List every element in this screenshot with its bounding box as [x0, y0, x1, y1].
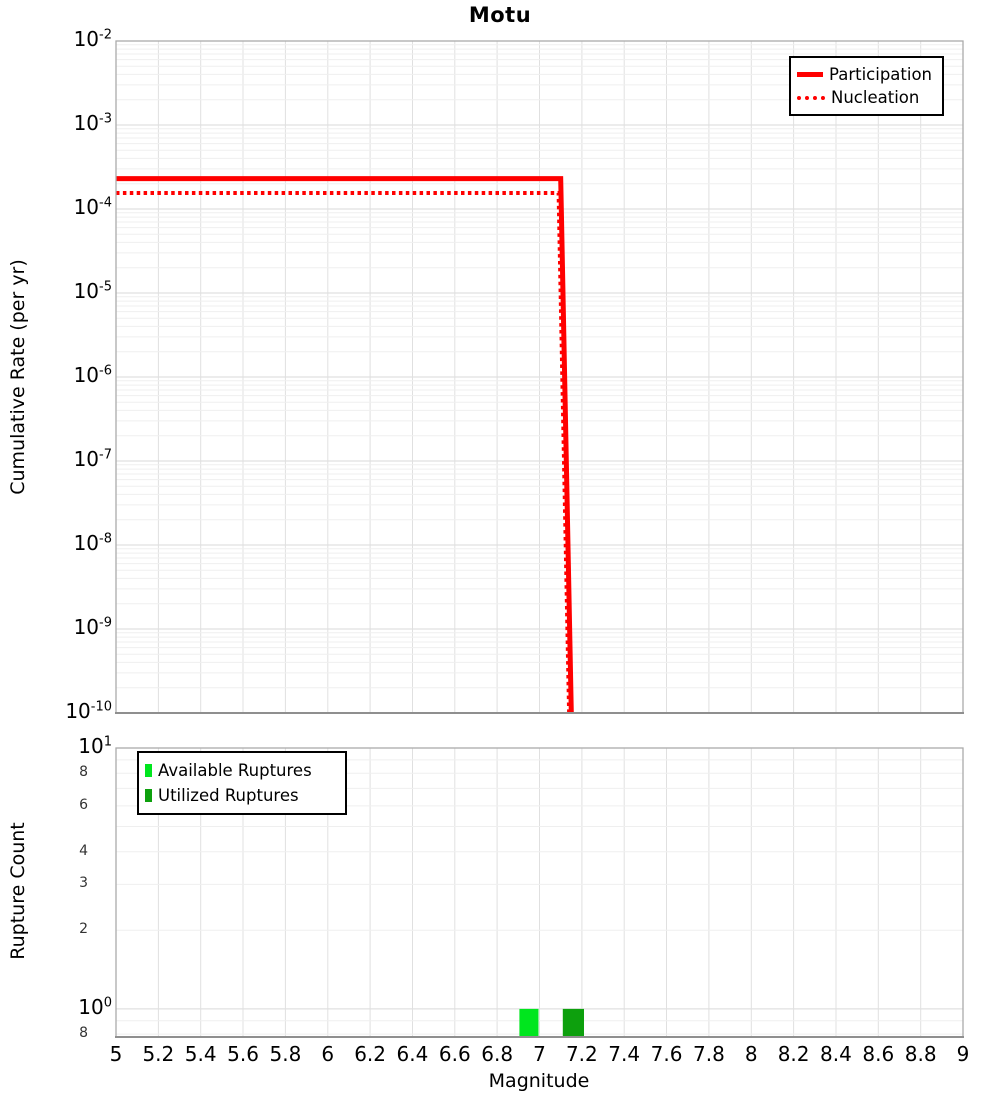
top-major-gridlines: [116, 124, 963, 630]
y-tick-label: 10-5: [73, 279, 112, 303]
available-ruptures-legend-item-marker-icon: [145, 764, 152, 778]
nucleation-legend-item-label: Nucleation: [831, 88, 920, 107]
available-ruptures-legend-item-label: Available Ruptures: [158, 761, 312, 781]
utilized-ruptures-bar: [562, 1008, 584, 1037]
chart-title: Motu: [468, 3, 532, 27]
utilized-ruptures-legend-item-marker-icon: [145, 788, 152, 802]
x-tick-label: 6.6: [438, 1042, 471, 1066]
x-axis-label: Magnitude: [488, 1070, 590, 1092]
y-tick-label: 10-8: [73, 531, 112, 555]
utilized-ruptures-legend-item-label: Utilized Ruptures: [158, 785, 299, 805]
x-tick-label: 7: [533, 1042, 546, 1066]
x-tick-label: 5.4: [184, 1042, 217, 1066]
x-tick-label: 7.4: [608, 1042, 641, 1066]
y-tick-label: 3: [79, 875, 88, 892]
x-tick-label: 5.6: [227, 1042, 259, 1066]
top-y-axis-label: Cumulative Rate (per yr): [7, 259, 29, 495]
participation-legend-item-label: Participation: [829, 65, 933, 84]
participation-line: [116, 176, 574, 714]
x-tick-label: 6: [321, 1042, 335, 1066]
participation-legend-item: Participation: [797, 65, 936, 84]
utilized-ruptures-legend-item: Utilized Ruptures: [145, 786, 339, 805]
participation-legend-item-marker-icon: [797, 72, 823, 77]
x-tick-label: 5: [109, 1042, 123, 1066]
bottom-minor-gridlines: [116, 759, 963, 1035]
y-tick-label: 8: [79, 764, 88, 781]
y-tick-label: 100: [78, 994, 112, 1019]
rate-legend: Participation Nucleation: [789, 56, 944, 116]
nucleation-legend-item-marker-icon: [797, 95, 825, 100]
x-tick-label: 6.8: [481, 1042, 514, 1066]
nucleation-line: [116, 191, 572, 714]
x-tick-label: 8.8: [904, 1042, 937, 1066]
top-minor-gridlines: [116, 44, 963, 689]
x-tick-label: 8: [744, 1042, 758, 1066]
x-tick-label: 9: [956, 1042, 970, 1066]
y-tick-label: 10-6: [73, 363, 112, 387]
x-tick-label: 6.4: [396, 1042, 429, 1066]
y-tick-label: 6: [79, 796, 88, 813]
vertical-gridlines: [157, 41, 922, 1037]
x-tick-label: 8.4: [820, 1042, 852, 1066]
x-tick-label: 7.8: [692, 1042, 725, 1066]
x-tick-label: 8.2: [777, 1042, 810, 1066]
x-tick-label: 7.2: [565, 1042, 598, 1066]
available-ruptures-bar: [519, 1008, 539, 1037]
y-tick-label: 10-2: [73, 27, 112, 51]
y-tick-label: 10-3: [73, 111, 112, 135]
y-tick-label: 4: [79, 842, 88, 859]
y-tick-label: 101: [78, 734, 112, 758]
y-tick-label: 2: [79, 921, 88, 938]
y-tick-label: 10-9: [73, 615, 112, 639]
rupture-legend: Available Ruptures Utilized Ruptures: [137, 751, 347, 815]
x-tick-label: 5.8: [269, 1042, 302, 1066]
available-ruptures-legend-item: Available Ruptures: [145, 761, 339, 780]
nucleation-legend-item: Nucleation: [797, 88, 936, 107]
x-tick-label: 6.2: [354, 1042, 386, 1066]
bottom-y-axis-label: Rupture Count: [7, 822, 29, 960]
x-tick-label: 7.6: [650, 1042, 683, 1066]
x-tick-label: 8.6: [862, 1042, 895, 1066]
y-tick-label: 10-7: [73, 447, 112, 471]
x-tick-label: 5.2: [142, 1042, 175, 1066]
y-tick-label: 10-10: [65, 699, 112, 723]
y-tick-label: 8: [79, 1025, 88, 1042]
y-tick-label: 10-4: [73, 195, 112, 219]
